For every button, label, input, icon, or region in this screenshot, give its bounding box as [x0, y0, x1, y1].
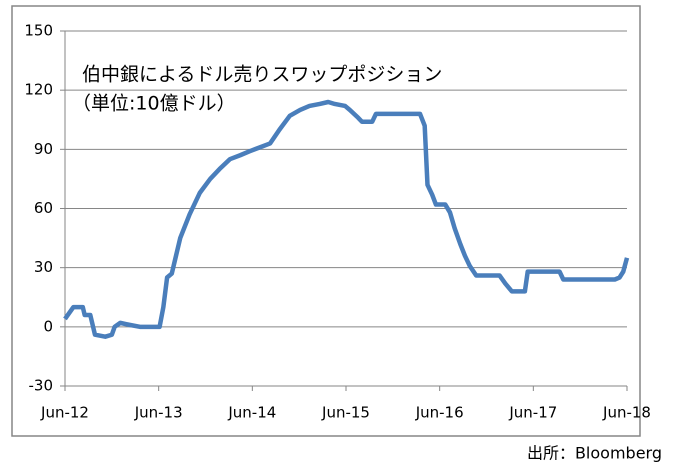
x-tick-label: Jun-18 — [602, 404, 651, 422]
x-tick-label: Jun-16 — [415, 404, 464, 422]
x-tick-label: Jun-17 — [508, 404, 557, 422]
x-tick-label: Jun-14 — [227, 404, 276, 422]
annotation-unit: （単位:10億ドル） — [72, 93, 236, 115]
y-tick-label: 30 — [34, 258, 53, 276]
x-tick-label: Jun-12 — [40, 404, 89, 422]
y-tick-label: 0 — [43, 317, 53, 335]
chart-frame — [11, 5, 641, 437]
x-tick-label: Jun-13 — [134, 404, 183, 422]
data-line — [63, 99, 630, 339]
annotation: 伯中銀によるドル売りスワップポジション — [82, 64, 442, 86]
y-tick-label: 120 — [24, 81, 53, 99]
y-tick-label: -30 — [29, 377, 54, 395]
source: 出所：Bloomberg — [527, 444, 662, 463]
y-tick-label: 90 — [34, 140, 53, 158]
y-tick-label: 150 — [24, 22, 53, 40]
y-tick-label: 60 — [34, 199, 53, 217]
x-tick-label: Jun-15 — [321, 404, 370, 422]
